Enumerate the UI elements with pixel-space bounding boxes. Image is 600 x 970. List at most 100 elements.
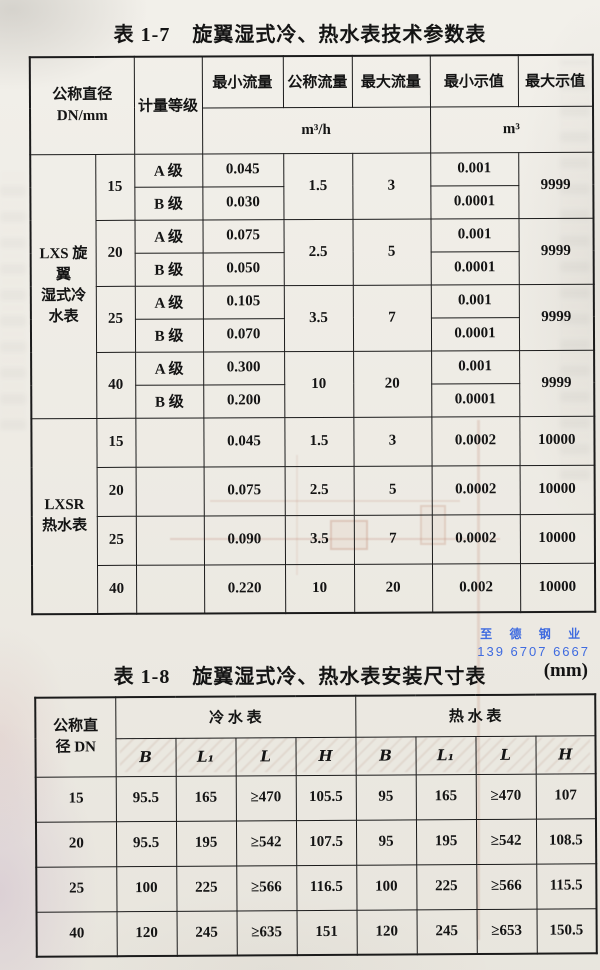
cell-qn: 10 — [284, 350, 354, 418]
cell-dim: 95 — [355, 774, 416, 820]
cell-dim: 107.5 — [295, 819, 357, 866]
cell-grade: A 级 — [134, 219, 203, 253]
cell-dn: 40 — [96, 351, 136, 418]
cell-qmin: 0.075 — [202, 219, 284, 253]
cell-imin: 0.0002 — [431, 416, 520, 466]
cell-qmin: 0.050 — [202, 252, 284, 286]
cell-dim: 195 — [415, 819, 477, 865]
cell-dn: 20 — [95, 219, 135, 286]
table17-title-label: 表 1-7 — [113, 24, 171, 46]
cell-dn: 40 — [36, 911, 117, 957]
cell-dim: ≥566 — [236, 865, 297, 911]
header-dim-H: H — [295, 736, 356, 776]
label-lxs: LXS 旋翼 湿式冷 水表 — [30, 153, 97, 419]
cell-qmax: 7 — [352, 284, 432, 351]
cell-dim: 165 — [175, 775, 236, 821]
cell-dn: 15 — [96, 417, 136, 467]
cell-imax: 10000 — [519, 513, 596, 564]
cell-dn: 25 — [95, 285, 136, 352]
cell-qmin: 0.300 — [203, 351, 285, 385]
header-dim-L: L — [235, 737, 296, 776]
cell-grade-empty — [135, 417, 204, 467]
cell-grade-empty — [136, 564, 205, 614]
cell-grade: B 级 — [134, 186, 203, 220]
label-lxs-line3: 水表 — [48, 309, 79, 326]
table-row: 20 0.075 2.5 5 0.0002 10000 — [32, 464, 595, 516]
cell-imax: 9999 — [518, 283, 595, 351]
header-dim-L: L — [475, 735, 536, 775]
cell-qmin: 0.105 — [202, 285, 284, 319]
table-row: 25 A 级 0.105 3.5 7 0.001 9999 — [31, 283, 595, 352]
cell-qmin: 0.030 — [202, 186, 284, 220]
header-imax: 最大示值 — [517, 54, 594, 107]
cell-dim: 120 — [356, 909, 417, 955]
header-qn: 公称流量 — [282, 55, 353, 108]
cell-qn: 10 — [285, 563, 355, 614]
table-row: LXS 旋翼 湿式冷 水表 15 A 级 0.045 1.5 3 0.001 9… — [30, 151, 594, 419]
cell-imin: 0.0002 — [431, 514, 521, 564]
cell-qn: 1.5 — [283, 152, 353, 220]
cell-imin: 0.0001 — [431, 383, 520, 417]
cell-dim: ≥542 — [475, 818, 537, 865]
table-row: 40 0.220 10 20 0.002 10000 — [32, 562, 596, 614]
cell-imin: 0.001 — [430, 152, 519, 186]
cell-grade-empty — [135, 515, 205, 565]
cell-imax: 9999 — [519, 349, 595, 417]
table-1-8: 公称直 径 DN 冷 水 表 热 水 表 B L₁ L H B L₁ L H 1… — [34, 693, 598, 958]
table-row: B L₁ L H B L₁ L H — [35, 735, 596, 777]
cell-qmin: 0.075 — [203, 466, 285, 516]
cell-qmin: 0.220 — [204, 564, 286, 614]
table-row: 20 95.5 195 ≥542 107.5 95 195 ≥542 108.5 — [35, 818, 597, 867]
table17-title-text: 旋翼湿式冷、热水表技术参数表 — [192, 24, 487, 46]
cell-dim: 165 — [415, 774, 476, 820]
cell-dim: 116.5 — [296, 864, 357, 911]
cell-dim: 115.5 — [536, 863, 597, 909]
cell-dim: 151 — [296, 909, 357, 956]
cell-imax: 10000 — [519, 415, 595, 466]
cell-dn: 20 — [96, 466, 136, 516]
cell-dim: 107 — [535, 773, 596, 819]
cell-grade: A 级 — [134, 285, 203, 319]
cell-qmax: 3 — [352, 152, 431, 219]
cell-imax: 9999 — [518, 217, 594, 285]
header-qmin: 最小流量 — [201, 56, 284, 108]
cell-qmin: 0.045 — [203, 417, 285, 467]
cell-dim: ≥470 — [475, 773, 536, 820]
cell-dim: ≥653 — [476, 908, 537, 955]
cell-qmin: 0.200 — [203, 384, 285, 418]
cell-imax: 9999 — [518, 151, 594, 219]
cell-qn: 1.5 — [284, 416, 354, 467]
table17-title: 表 1-7 旋翼湿式冷、热水表技术参数表 — [0, 18, 600, 47]
supplier-watermark-phone: 139 6707 6667 — [477, 644, 590, 660]
cell-qmax: 5 — [352, 218, 431, 285]
cell-qmin: 0.070 — [202, 318, 285, 352]
table-row: 25 0.090 3.5 7 0.0002 10000 — [32, 513, 596, 565]
cell-dim: 225 — [416, 864, 477, 910]
header-dn-line1: 公称直 — [53, 718, 99, 735]
table-row: 20 A 级 0.075 2.5 5 0.001 9999 — [30, 217, 594, 286]
header-qmax: 最大流量 — [351, 55, 431, 107]
cell-imin: 0.002 — [432, 563, 521, 613]
cell-imin: 0.0001 — [430, 317, 520, 351]
cell-qmin: 0.090 — [203, 515, 286, 565]
header-hot-water-meter: 热 水 表 — [355, 694, 596, 737]
cell-dim: 95.5 — [115, 820, 177, 867]
table-row: LXSR 热水表 15 0.045 1.5 3 0.0002 10000 — [31, 415, 595, 615]
label-lxs-line2: 湿式冷 — [41, 287, 87, 305]
label-lxsr-line1: LXSR — [44, 496, 85, 513]
cell-qn: 2.5 — [283, 218, 353, 286]
cell-dn: 40 — [97, 564, 137, 614]
header-dn: 公称直径 DN/mm — [29, 56, 135, 155]
cell-imin: 0.001 — [431, 350, 520, 384]
table-row: 公称直 径 DN 冷 水 表 热 水 表 — [35, 694, 596, 777]
cell-grade: B 级 — [134, 318, 204, 352]
bleed-through-artifact — [0, 170, 26, 430]
cell-dim: ≥542 — [235, 820, 297, 866]
cell-dim: ≥566 — [476, 863, 537, 910]
cell-dim: 105.5 — [295, 774, 356, 821]
cell-dim: ≥470 — [235, 775, 296, 821]
cell-qmax: 20 — [354, 563, 433, 613]
cell-dn: 15 — [95, 153, 135, 220]
table18-unit-note: (mm) — [543, 660, 588, 681]
header-dim-L1: L₁ — [415, 736, 476, 775]
